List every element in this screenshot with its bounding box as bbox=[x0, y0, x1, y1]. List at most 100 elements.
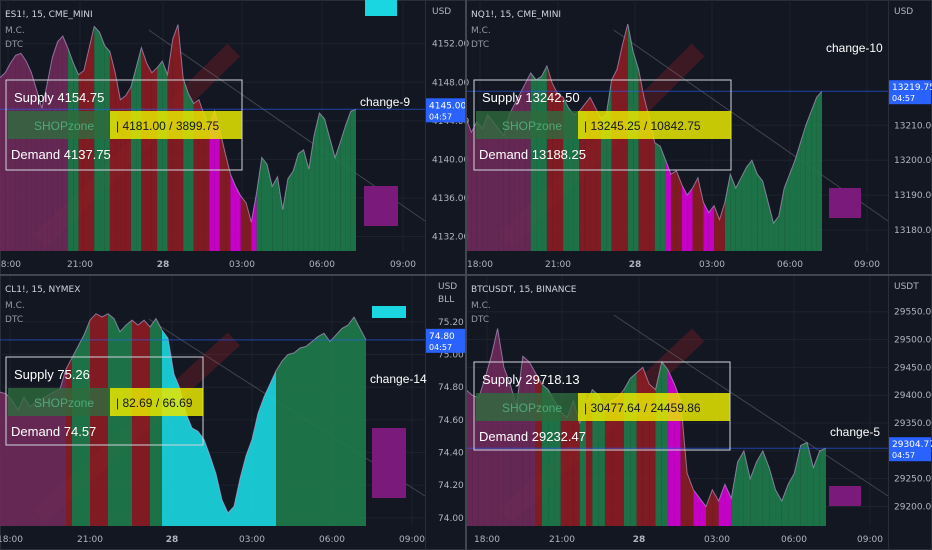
supply-label: Supply 29718.13 bbox=[482, 372, 580, 387]
indicator-dtc[interactable]: DTC bbox=[471, 40, 489, 50]
area-segment bbox=[592, 389, 599, 526]
area-segment bbox=[276, 361, 282, 526]
area-segment bbox=[115, 72, 121, 251]
area-segment bbox=[10, 55, 16, 251]
area-segment bbox=[503, 367, 511, 526]
area-segment bbox=[336, 328, 342, 526]
area-segment bbox=[136, 47, 142, 251]
area-segment bbox=[350, 109, 356, 252]
area-segment bbox=[741, 167, 747, 251]
area-segment bbox=[30, 401, 36, 526]
area-segment bbox=[642, 367, 650, 526]
y-tick-label: 29250.00 bbox=[894, 475, 932, 485]
shop-zone-label: SHOPzone bbox=[34, 396, 94, 410]
area-segment bbox=[724, 174, 731, 251]
last-price-time: 04:57 bbox=[429, 343, 452, 352]
indicator-mc[interactable]: M.C. bbox=[471, 26, 491, 36]
area-segment bbox=[261, 157, 267, 251]
area-segment bbox=[681, 184, 688, 251]
area-segment bbox=[167, 38, 173, 251]
area-segment bbox=[52, 41, 58, 252]
area-segment bbox=[735, 177, 742, 251]
demand-label: Demand 74.57 bbox=[11, 424, 96, 439]
indicator-mc[interactable]: M.C. bbox=[5, 26, 25, 36]
indicator-mc[interactable]: M.C. bbox=[471, 301, 491, 311]
shop-zone-label: SHOPzone bbox=[502, 401, 562, 415]
area-segment bbox=[649, 118, 655, 251]
area-segment bbox=[795, 142, 801, 251]
y-tick-label: 4152.00 bbox=[432, 40, 469, 50]
area-segment bbox=[800, 125, 806, 251]
area-segment bbox=[235, 186, 241, 251]
x-tick-label: 09:00 bbox=[390, 260, 416, 270]
area-segment bbox=[703, 202, 709, 251]
y-tick-label: 13200.00 bbox=[894, 156, 932, 166]
x-tick-label: 18:00 bbox=[467, 260, 493, 270]
area-segment bbox=[661, 361, 669, 526]
area-segment bbox=[773, 216, 779, 251]
area-segment bbox=[636, 367, 643, 526]
area-segment bbox=[757, 174, 763, 251]
symbol-header[interactable]: CL1!, 15, NYMEX bbox=[5, 285, 80, 295]
area-segment bbox=[66, 357, 72, 526]
area-segment bbox=[633, 51, 639, 252]
area-segment bbox=[794, 445, 801, 526]
x-tick-label: 21:00 bbox=[77, 535, 103, 545]
area-segment bbox=[579, 406, 586, 526]
area-segment bbox=[180, 388, 186, 526]
symbol-header[interactable]: NQ1!, 15, CME_MINI bbox=[471, 10, 561, 20]
area-segment bbox=[272, 176, 278, 251]
area-segment bbox=[497, 328, 504, 526]
area-segment bbox=[308, 135, 315, 251]
area-segment bbox=[42, 395, 48, 526]
change-label: change-9 bbox=[360, 95, 410, 109]
indicator-dtc[interactable]: DTC bbox=[5, 40, 23, 50]
area-segment bbox=[330, 334, 336, 526]
currency-label: USD bbox=[894, 7, 913, 17]
x-tick-label: 18:00 bbox=[0, 535, 23, 545]
area-segment bbox=[598, 395, 605, 526]
area-segment bbox=[579, 104, 585, 251]
area-segment bbox=[595, 107, 601, 251]
area-segment bbox=[638, 69, 644, 252]
area-segment bbox=[676, 170, 682, 251]
y-tick-label: 74.60 bbox=[438, 416, 464, 426]
area-segment bbox=[209, 111, 215, 251]
area-segment bbox=[466, 389, 473, 526]
indicator-dtc[interactable]: DTC bbox=[471, 315, 489, 325]
area-segment bbox=[246, 202, 252, 251]
area-segment bbox=[168, 338, 174, 526]
supply-label: Supply 4154.75 bbox=[14, 90, 104, 105]
x-tick-label: 28 bbox=[629, 260, 642, 270]
shop-zone-band bbox=[8, 388, 118, 416]
y-tick-label: 29200.00 bbox=[894, 503, 932, 513]
area-segment bbox=[342, 325, 348, 526]
range-label: | 13245.25 / 10842.75 bbox=[584, 119, 701, 133]
area-segment bbox=[270, 370, 276, 526]
symbol-header[interactable]: ES1!, 15, CME_MINI bbox=[5, 10, 93, 20]
indicator-dtc[interactable]: DTC bbox=[5, 315, 23, 325]
last-price-value: 29304.77 bbox=[892, 440, 932, 450]
area-segment bbox=[345, 111, 351, 251]
area-segment bbox=[492, 121, 499, 251]
area-segment bbox=[600, 114, 607, 251]
area-segment bbox=[141, 47, 147, 251]
area-segment bbox=[731, 461, 738, 526]
shop-zone-label: SHOPzone bbox=[502, 119, 562, 133]
area-segment bbox=[730, 174, 736, 251]
area-segment bbox=[568, 107, 574, 251]
area-segment bbox=[36, 398, 42, 526]
shop-zone-band bbox=[8, 111, 118, 139]
y-tick-label: 4136.00 bbox=[432, 194, 469, 204]
y-tick-label: 4132.00 bbox=[432, 233, 469, 243]
symbol-header[interactable]: BTCUSDT, 15, BINANCE bbox=[471, 285, 577, 295]
y-tick-label: 4148.00 bbox=[432, 78, 469, 88]
area-segment bbox=[617, 44, 623, 251]
indicator-mc[interactable]: M.C. bbox=[5, 301, 25, 311]
x-tick-label: 06:00 bbox=[777, 260, 803, 270]
x-tick-label: 06:00 bbox=[309, 260, 335, 270]
area-segment bbox=[781, 484, 789, 526]
area-segment bbox=[204, 115, 210, 252]
